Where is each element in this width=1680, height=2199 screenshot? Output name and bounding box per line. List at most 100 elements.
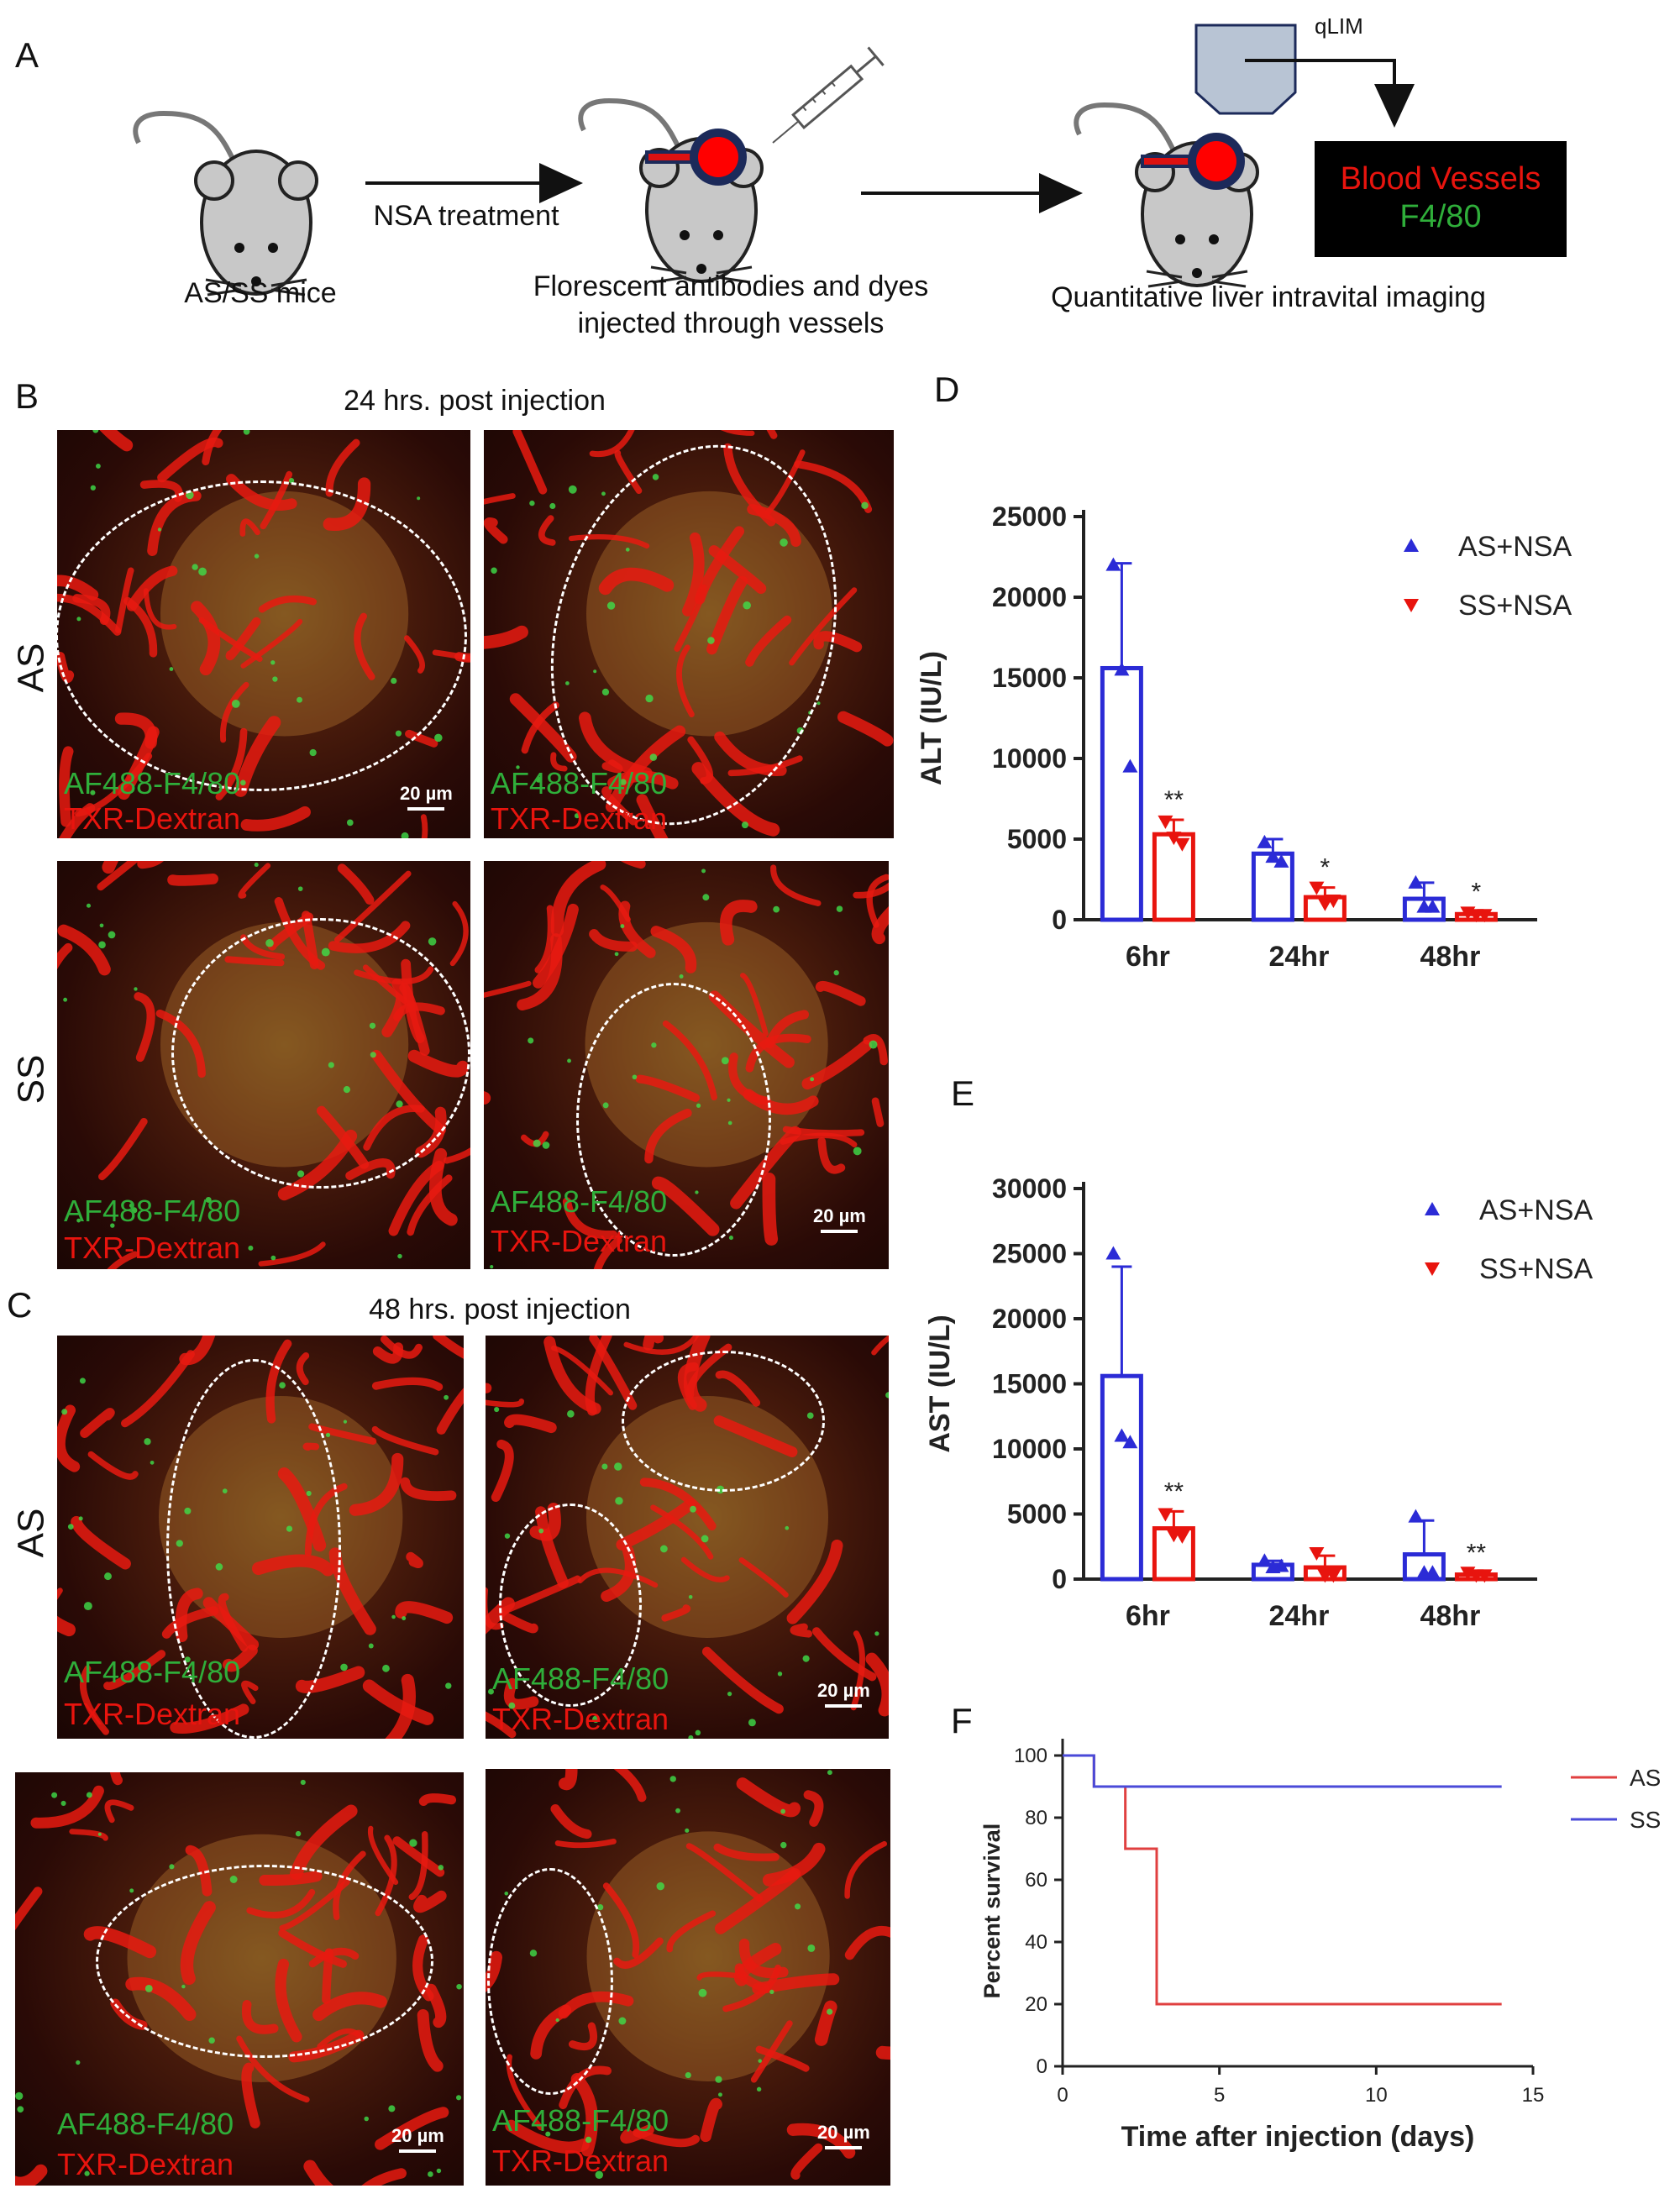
f4-80-dot bbox=[606, 601, 616, 610]
panel-label-a: A bbox=[15, 35, 39, 75]
vessel bbox=[504, 1414, 557, 1434]
micrograph-c-ss-1: AF488-F4/80 TXR-Dextran 20 µm bbox=[15, 1772, 464, 2186]
y-tick-label: 15000 bbox=[992, 1369, 1067, 1399]
f4-80-dot bbox=[92, 430, 99, 433]
f4-80-dot bbox=[388, 2105, 396, 2112]
window-clip-icon bbox=[645, 129, 747, 186]
vessel bbox=[613, 1769, 647, 1803]
stain-green-label: AF488-F4/80 bbox=[491, 1184, 668, 1219]
f4-80-dot bbox=[769, 1989, 774, 1995]
vessel bbox=[701, 1646, 784, 1714]
vessel bbox=[738, 1939, 789, 1979]
data-point bbox=[1408, 1509, 1424, 1523]
vessel bbox=[550, 1804, 592, 1839]
vessel bbox=[755, 2045, 810, 2072]
f4-80-dot bbox=[649, 753, 658, 761]
chart-survival: 0 20 40 60 80 100 0 5 10 15 Time after injection (… bbox=[979, 1739, 1661, 2153]
f4-80-dot bbox=[615, 1497, 623, 1505]
vessel bbox=[618, 900, 656, 958]
y-axis-label: Percent survival bbox=[979, 1824, 1005, 1999]
vessel bbox=[413, 1890, 447, 1913]
scale-bar-line bbox=[825, 2146, 863, 2149]
vessel bbox=[691, 762, 780, 837]
vessel bbox=[674, 584, 707, 652]
f4-80-dot bbox=[568, 485, 577, 494]
f4-80-dot bbox=[874, 1631, 879, 1636]
vessel bbox=[303, 2160, 334, 2186]
f4-80-dot bbox=[90, 485, 96, 491]
vessel bbox=[408, 1831, 428, 1901]
f4-80-dot bbox=[456, 1983, 462, 1990]
data-point bbox=[1158, 815, 1173, 829]
row-label-b-ss: SS bbox=[10, 1054, 52, 1105]
f4-80-dot bbox=[295, 1830, 302, 1837]
f4-80-dot bbox=[434, 733, 443, 743]
f4-80-dot bbox=[669, 1776, 676, 1782]
vessel bbox=[202, 430, 223, 466]
y-tick-label: 5000 bbox=[1007, 824, 1067, 854]
f4-80-dot bbox=[802, 1655, 810, 1662]
vessel bbox=[613, 1937, 664, 1969]
bar bbox=[1152, 1526, 1195, 1582]
y-tick-label: 0 bbox=[1052, 1564, 1067, 1594]
legend-marker bbox=[1404, 538, 1419, 552]
scale-bar: 20 µm bbox=[817, 1680, 870, 1708]
vessel bbox=[57, 942, 73, 970]
vessel bbox=[700, 2097, 722, 2143]
vessel bbox=[676, 644, 695, 717]
f4-80-dot bbox=[542, 1141, 550, 1149]
f4-80-dot bbox=[270, 1255, 276, 1261]
vessel bbox=[568, 534, 650, 549]
f4-80-dot bbox=[508, 1702, 516, 1709]
y-tick-label: 0 bbox=[1037, 2055, 1047, 2078]
vessel bbox=[517, 933, 563, 1011]
injection-label-line1: Florescent antibodies and dyes bbox=[533, 270, 929, 302]
significance-mark: ** bbox=[1164, 786, 1184, 814]
vessel bbox=[484, 517, 508, 544]
f4-80-dot bbox=[134, 987, 138, 991]
window-clip-icon-2 bbox=[1141, 133, 1245, 190]
stain-red-label: TXR-Dextran bbox=[491, 801, 668, 836]
f4-80-dot bbox=[780, 538, 788, 547]
vessel bbox=[550, 861, 606, 937]
vessel bbox=[865, 1652, 889, 1717]
lesion-outline bbox=[166, 1359, 341, 1739]
data-point bbox=[1257, 834, 1273, 848]
vessel bbox=[80, 1408, 115, 1439]
vessel bbox=[620, 2124, 654, 2144]
vessel bbox=[593, 1236, 622, 1269]
scale-bar: 20 µm bbox=[817, 2122, 870, 2149]
f4-80-dot bbox=[99, 923, 104, 928]
f4-80-dot bbox=[727, 1691, 732, 1697]
vessel bbox=[484, 980, 532, 999]
f4-80-dot bbox=[620, 924, 625, 929]
f4-80-dot bbox=[545, 2131, 551, 2137]
f4-80-dot bbox=[254, 863, 259, 868]
vessel bbox=[57, 924, 111, 976]
legend-label: SS bbox=[1630, 1807, 1661, 1833]
vessel bbox=[400, 1477, 457, 1501]
scale-bar-label: 20 µm bbox=[391, 2125, 444, 2146]
panel-label-b: B bbox=[15, 376, 39, 416]
vessel bbox=[79, 1665, 109, 1735]
stain-red-label: TXR-Dextran bbox=[57, 2147, 234, 2181]
vessel bbox=[562, 1197, 618, 1240]
objective-icon bbox=[1194, 24, 1297, 115]
vessel bbox=[875, 2045, 890, 2060]
f4-80-dot bbox=[76, 2060, 81, 2065]
vessel bbox=[505, 2119, 590, 2154]
micrograph-b-ss-2: AF488-F4/80 TXR-Dextran 20 µm bbox=[484, 861, 889, 1269]
f4-80-dot bbox=[756, 2086, 762, 2092]
f4-80-dot bbox=[675, 1808, 680, 1813]
f4-80-dot bbox=[382, 1664, 390, 1672]
f4-80-dot bbox=[83, 1602, 92, 1611]
panel-label-f: F bbox=[951, 1701, 973, 1740]
f4-80-dot bbox=[131, 1207, 138, 1214]
vessel bbox=[484, 493, 516, 505]
panel-label-e: E bbox=[951, 1073, 975, 1113]
f4-80-dot bbox=[698, 1988, 707, 1997]
x-tick-label: 15 bbox=[1522, 2084, 1545, 2107]
vessel bbox=[371, 1425, 439, 1456]
vessel bbox=[719, 900, 758, 946]
